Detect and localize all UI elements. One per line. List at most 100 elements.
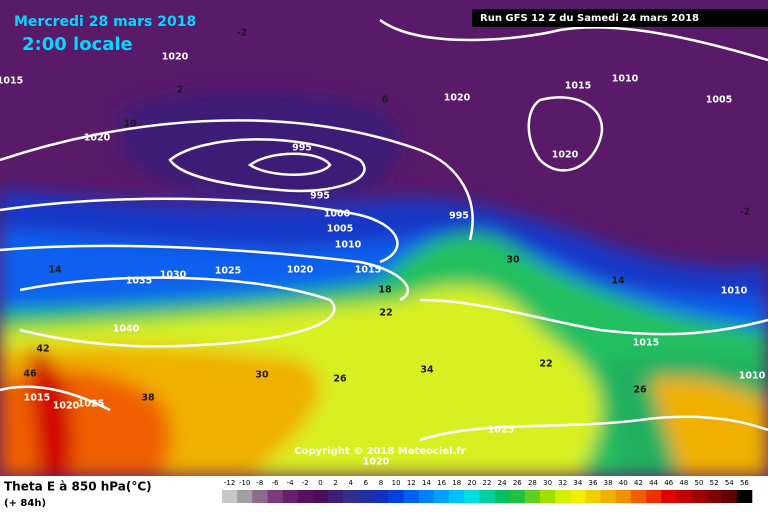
theta-label: 38 xyxy=(141,393,155,404)
theta-label: 14 xyxy=(611,276,625,287)
date-label: Mercredi 28 mars 2018 xyxy=(14,14,196,30)
theta-label: 22 xyxy=(539,359,552,370)
theta-label: -2 xyxy=(237,28,248,39)
legend-swatch xyxy=(646,490,662,503)
legend-swatch xyxy=(479,490,495,503)
theta-label: 42 xyxy=(36,344,49,355)
legend-swatch xyxy=(509,490,526,503)
legend-swatch xyxy=(630,490,647,503)
legend-tick-label: 10 xyxy=(392,479,401,487)
legend-swatch xyxy=(464,490,480,503)
legend-swatch xyxy=(706,490,723,503)
run-box xyxy=(472,9,768,27)
legend-tick-label: 22 xyxy=(483,479,492,487)
theta-label: 22 xyxy=(379,308,392,319)
legend-swatch xyxy=(343,490,359,503)
legend-lead: (+ 84h) xyxy=(4,498,46,509)
legend-swatch xyxy=(600,490,617,503)
isobar-label: 995 xyxy=(310,191,330,202)
legend-tick-label: 20 xyxy=(467,479,476,487)
legend-tick-label: 42 xyxy=(634,479,643,487)
legend-swatch xyxy=(494,490,511,503)
legend-swatch xyxy=(540,490,556,503)
legend-tick-label: -2 xyxy=(302,479,309,487)
legend-tick-label: 36 xyxy=(589,479,598,487)
isobar-label: 1035 xyxy=(126,276,152,287)
isobars xyxy=(0,18,768,442)
legend-swatch xyxy=(721,490,738,503)
isobar-label: 995 xyxy=(292,143,312,154)
legend-swatch xyxy=(237,490,253,503)
theta-label: 14 xyxy=(48,265,62,276)
theta-label: 34 xyxy=(420,365,434,376)
isobar-label: 1000 xyxy=(324,209,351,220)
legend-swatch xyxy=(267,490,283,503)
isobar-label: 1025 xyxy=(78,399,104,410)
legend-tick-label: 16 xyxy=(437,479,446,487)
legend-tick-label: 18 xyxy=(452,479,461,487)
legend-swatch xyxy=(252,490,268,503)
theta-label: 30 xyxy=(255,370,269,381)
legend-tick-label: 14 xyxy=(422,479,431,487)
isobar-label: 1010 xyxy=(721,286,748,297)
legend-tick-label: -10 xyxy=(239,479,250,487)
isobar-label: 1010 xyxy=(335,240,362,251)
legend-tick-label: 24 xyxy=(498,479,507,487)
legend-title: Theta E à 850 hPa(°C) xyxy=(4,480,152,494)
isobar-label: 1020 xyxy=(84,133,111,144)
legend-swatch xyxy=(570,490,586,503)
legend-swatch xyxy=(373,490,389,503)
legend-tick-label: 30 xyxy=(543,479,552,487)
theta-label: 26 xyxy=(633,385,647,396)
isobar-label: 1010 xyxy=(612,74,639,85)
legend-swatch xyxy=(691,490,707,503)
legend-tick-label: 54 xyxy=(725,479,734,487)
isobar-label: 1020 xyxy=(363,457,390,468)
isobar-label: 1005 xyxy=(327,224,353,235)
legend-swatch xyxy=(418,490,435,503)
isobar-label: 1020 xyxy=(552,150,579,161)
legend-swatch xyxy=(615,490,632,503)
legend-tick-label: -4 xyxy=(287,479,295,487)
legend-swatch xyxy=(358,490,374,503)
legend-tick-label: 12 xyxy=(407,479,416,487)
legend-swatch xyxy=(312,490,329,503)
theta-label: 30 xyxy=(506,255,520,266)
legend-swatch xyxy=(403,490,420,503)
legend-tick-label: 32 xyxy=(558,479,567,487)
isobar-label: 1025 xyxy=(215,266,241,277)
isobar-label: 1020 xyxy=(53,401,80,412)
theta-label: 2 xyxy=(177,85,184,96)
isobar-label: 1005 xyxy=(706,95,732,106)
legend-tick-label: -8 xyxy=(256,479,263,487)
legend-swatch xyxy=(736,490,753,503)
legend-swatch xyxy=(282,490,299,503)
legend-swatch xyxy=(585,490,601,503)
legend-tick-label: 8 xyxy=(379,479,383,487)
legend-tick-label: 56 xyxy=(740,479,749,487)
legend-tick-label: 40 xyxy=(619,479,628,487)
isobar-label: 1020 xyxy=(162,52,189,63)
isobar-label: 1015 xyxy=(565,81,591,92)
legend-tick-label: 50 xyxy=(695,479,704,487)
legend-tick-label: 38 xyxy=(604,479,613,487)
legend-swatch xyxy=(524,490,541,503)
isobar-label: 1030 xyxy=(160,270,187,281)
legend-swatch xyxy=(328,490,344,503)
time-label: 2:00 locale xyxy=(22,34,133,55)
theta-label: 46 xyxy=(23,369,37,380)
theta-label: -2 xyxy=(740,207,751,218)
legend-swatch xyxy=(449,490,465,503)
isobar-label: 1015 xyxy=(24,393,50,404)
legend-tick-label: 46 xyxy=(664,479,673,487)
legend-tick-label: 44 xyxy=(649,479,658,487)
theta-label: 26 xyxy=(333,374,347,385)
legend-tick-label: 52 xyxy=(710,479,719,487)
legend-swatch xyxy=(388,490,405,503)
copyright: Copyright © 2018 Meteociel.fr xyxy=(294,446,465,457)
legend-tick-label: 2 xyxy=(333,479,337,487)
isobar-label: 1025 xyxy=(488,425,514,436)
isobar-label: 1040 xyxy=(113,324,140,335)
